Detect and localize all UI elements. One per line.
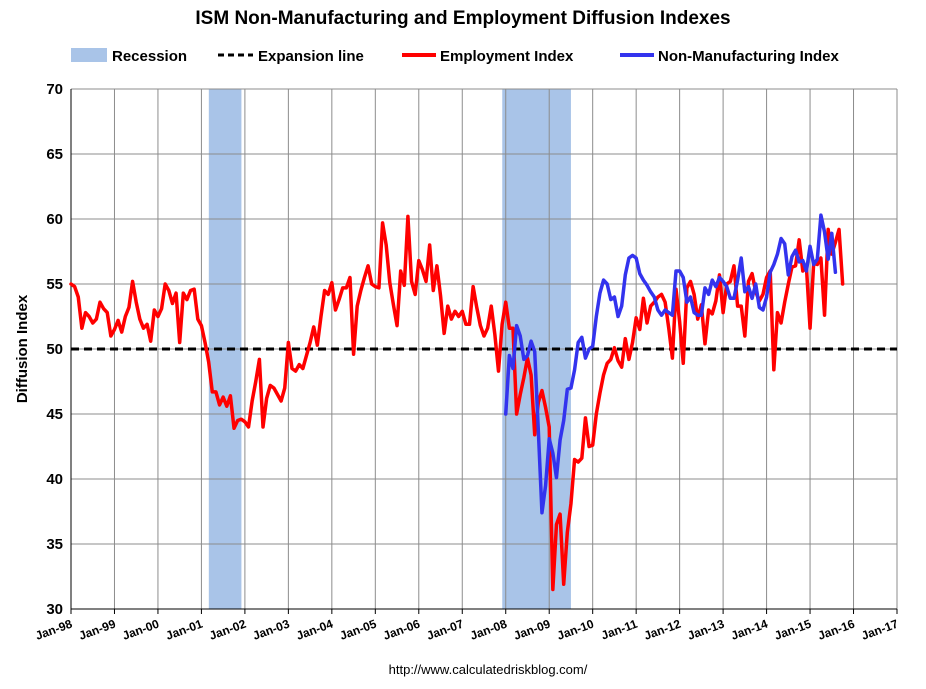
y-tick-45: 45 [46, 406, 63, 423]
x-tick-Jan-02: Jan-02 [207, 617, 248, 643]
series [69, 213, 845, 592]
legend-nonmfg-label: Non-Manufacturing Index [658, 48, 839, 65]
x-tick-Jan-05: Jan-05 [338, 617, 379, 643]
legend-employment-label: Employment Index [440, 48, 574, 65]
legend-recession-label: Recession [112, 48, 187, 65]
x-tick-Jan-06: Jan-06 [381, 617, 422, 643]
x-tick-Jan-13: Jan-13 [686, 617, 727, 643]
x-tick-Jan-07: Jan-07 [425, 617, 466, 643]
x-tick-Jan-01: Jan-01 [164, 617, 205, 643]
x-ticks: Jan-98 Jan-99 Jan-00 Jan-01 Jan-02 Jan-03 Jan-… [34, 609, 901, 643]
x-tick-Jan-03: Jan-03 [251, 617, 292, 643]
y-ticks: 30 35 40 45 50 55 60 65 70 [46, 81, 63, 618]
x-tick-Jan-10: Jan-10 [555, 617, 596, 643]
x-tick-Jan-04: Jan-04 [294, 617, 335, 643]
x-tick-Jan-98: Jan-98 [34, 617, 75, 643]
y-tick-40: 40 [46, 471, 63, 488]
x-tick-Jan-99: Jan-99 [77, 617, 118, 643]
y-tick-65: 65 [46, 146, 63, 163]
source-credit: http://www.calculatedriskblog.com/ [389, 662, 588, 677]
x-tick-Jan-17: Jan-17 [860, 617, 901, 643]
x-tick-Jan-12: Jan-12 [642, 617, 683, 643]
legend: Recession Expansion line Employment Inde… [71, 48, 839, 65]
y-tick-35: 35 [46, 536, 63, 553]
y-tick-30: 30 [46, 601, 63, 618]
x-tick-Jan-08: Jan-08 [468, 617, 509, 643]
x-tick-Jan-15: Jan-15 [773, 617, 814, 643]
legend-recession-patch [71, 48, 107, 62]
y-tick-50: 50 [46, 341, 63, 358]
x-tick-Jan-11: Jan-11 [599, 617, 639, 643]
employment-index-line [69, 214, 845, 592]
x-tick-Jan-16: Jan-16 [816, 617, 857, 643]
chart-title: ISM Non-Manufacturing and Employment Dif… [195, 8, 730, 29]
x-tick-Jan-09: Jan-09 [512, 617, 553, 643]
x-tick-Jan-00: Jan-00 [120, 617, 161, 643]
non-manufacturing-index-line [503, 213, 838, 515]
y-tick-70: 70 [46, 81, 63, 98]
y-tick-55: 55 [46, 276, 63, 293]
y-axis-label: Diffusion Index [14, 294, 31, 403]
legend-expansion-label: Expansion line [258, 48, 364, 65]
y-tick-60: 60 [46, 211, 63, 228]
x-tick-Jan-14: Jan-14 [729, 617, 770, 643]
